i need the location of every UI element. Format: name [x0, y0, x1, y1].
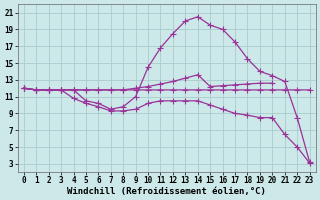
X-axis label: Windchill (Refroidissement éolien,°C): Windchill (Refroidissement éolien,°C) [67, 187, 266, 196]
